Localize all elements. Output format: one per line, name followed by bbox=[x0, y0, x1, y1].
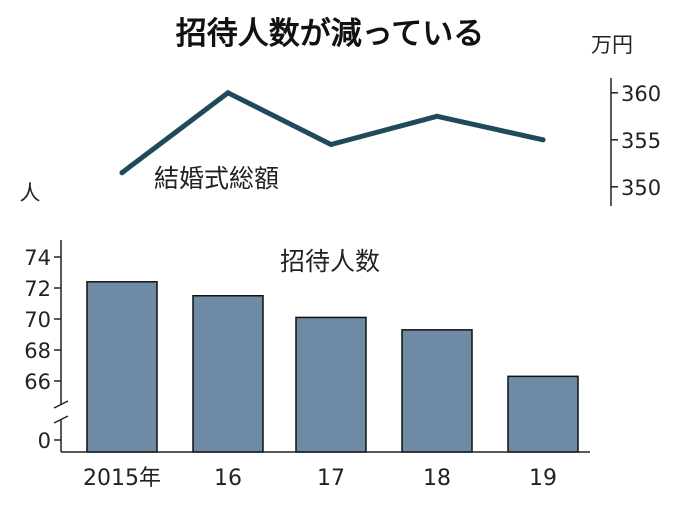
line-series-label: 結婚式総額 bbox=[154, 164, 279, 193]
line-y-tick-label: 360 bbox=[621, 82, 661, 106]
bar-y-tick-label: 70 bbox=[24, 308, 51, 332]
x-tick-label: 2015年 bbox=[83, 466, 161, 491]
line-point bbox=[119, 170, 125, 176]
bar-y-tick-label: 72 bbox=[24, 277, 51, 301]
line-series-total-cost bbox=[119, 90, 546, 176]
x-tick-label: 16 bbox=[214, 466, 242, 491]
bar-series-label: 招待人数 bbox=[280, 247, 380, 276]
bar-y-tick-label: 74 bbox=[24, 246, 51, 270]
x-tick-label: 18 bbox=[423, 466, 451, 491]
bar bbox=[507, 375, 579, 453]
line-point bbox=[328, 142, 334, 147]
line-y-tick-label: 355 bbox=[621, 129, 661, 153]
bar bbox=[86, 281, 158, 453]
line-point bbox=[434, 113, 440, 119]
bar bbox=[295, 316, 367, 453]
bar bbox=[192, 295, 264, 453]
bar-y-tick-label: 0 bbox=[38, 429, 51, 453]
bar bbox=[401, 329, 473, 453]
bar-y-tick-label: 66 bbox=[24, 370, 51, 394]
bar-chart-guests: 人 招待人数 2015年 16 17 18 19 74 72 70 68 66 0 bbox=[20, 181, 590, 491]
axis-break-mark bbox=[53, 400, 69, 424]
bar-unit-label: 人 bbox=[20, 181, 41, 205]
x-tick-label: 19 bbox=[529, 466, 557, 491]
line-unit-label: 万円 bbox=[591, 33, 633, 57]
x-tick-label: 17 bbox=[317, 466, 345, 491]
line-chart-total-cost: 万円 結婚式総額 360 355 350 bbox=[119, 33, 661, 206]
bar-y-tick-label: 68 bbox=[24, 339, 51, 363]
line-y-tick-label: 350 bbox=[621, 176, 661, 200]
line-point bbox=[225, 90, 231, 96]
chart-title: 招待人数が減っている bbox=[176, 16, 484, 52]
line-point bbox=[540, 137, 546, 143]
